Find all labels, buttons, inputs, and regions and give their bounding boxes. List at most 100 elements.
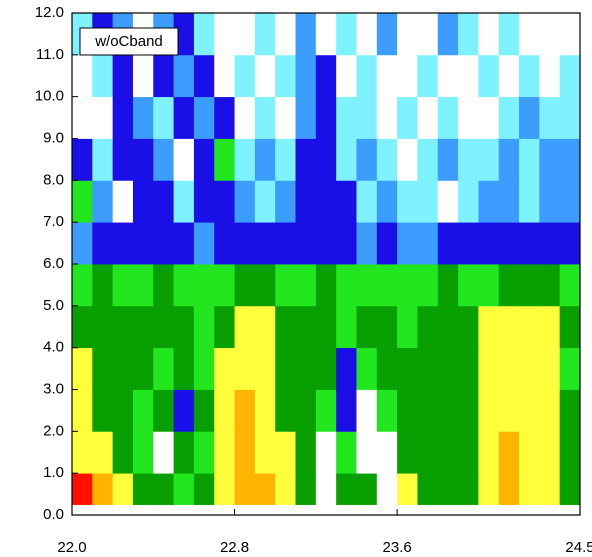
- contour-cell: [153, 264, 174, 307]
- contour-cell: [275, 305, 296, 349]
- x-tick-label: 24.5: [565, 539, 592, 556]
- contour-cell: [478, 222, 500, 265]
- contour-cell: [275, 138, 296, 181]
- contour-cell: [417, 264, 439, 307]
- contour-cell: [539, 138, 561, 181]
- y-tick-label: 9.0: [43, 129, 64, 146]
- contour-cell: [193, 473, 215, 505]
- y-tick-label: 5.0: [43, 297, 64, 314]
- contour-cell: [376, 138, 398, 181]
- contour-cell: [356, 180, 378, 223]
- contour-cell: [254, 347, 276, 390]
- contour-cell: [112, 264, 134, 307]
- contour-cell: [275, 13, 296, 56]
- contour-cell: [92, 96, 114, 139]
- contour-cell: [458, 431, 479, 474]
- contour-cell: [295, 138, 317, 181]
- y-tick-label: 8.0: [43, 171, 64, 188]
- contour-cell: [92, 222, 114, 265]
- contour-cell: [539, 96, 561, 139]
- contour-cell: [498, 138, 520, 181]
- contour-cell: [539, 180, 561, 223]
- contour-cell: [356, 264, 378, 307]
- contour-cell: [519, 389, 540, 432]
- contour-cell: [315, 473, 337, 505]
- contour-cell: [214, 13, 235, 56]
- contour-cell: [315, 222, 337, 265]
- contour-cell: [559, 13, 581, 56]
- contour-cell: [254, 431, 276, 474]
- contour-cell: [72, 347, 93, 390]
- contour-cell: [173, 13, 195, 56]
- contour-cell: [234, 264, 256, 307]
- contour-cell: [336, 347, 357, 390]
- contour-cell: [376, 473, 398, 505]
- contour-cell: [498, 13, 520, 56]
- contour-cell: [458, 305, 479, 349]
- contour-cell: [112, 54, 134, 98]
- contour-cell: [214, 431, 235, 474]
- contour-cell: [72, 96, 93, 139]
- contour-cell: [132, 180, 154, 223]
- contour-cell: [153, 473, 174, 505]
- contour-cell: [315, 138, 337, 181]
- contour-cell: [254, 96, 276, 139]
- contour-cell: [153, 54, 174, 98]
- contour-cell: [173, 180, 195, 223]
- contour-cell: [234, 96, 256, 139]
- contour-cell: [254, 13, 276, 56]
- contour-cell: [173, 473, 195, 505]
- contour-cell: [478, 180, 500, 223]
- contour-cell: [458, 54, 479, 98]
- contour-cell: [417, 13, 439, 56]
- contour-cell: [356, 13, 378, 56]
- contour-cell: [295, 180, 317, 223]
- contour-cell: [539, 54, 561, 98]
- contour-cell: [153, 222, 174, 265]
- contour-cell: [356, 138, 378, 181]
- contour-cell: [315, 13, 337, 56]
- contour-cell: [173, 431, 195, 474]
- contour-cell: [295, 96, 317, 139]
- contour-cell: [275, 431, 296, 474]
- contour-cell: [376, 305, 398, 349]
- contour-cell: [214, 96, 235, 139]
- contour-cell: [397, 264, 418, 307]
- contour-cell: [315, 264, 337, 307]
- contour-cell: [498, 264, 520, 307]
- contour-cell: [153, 431, 174, 474]
- contour-cell: [458, 138, 479, 181]
- contour-cell: [315, 305, 337, 349]
- contour-cell: [336, 389, 357, 432]
- contour-cell: [356, 96, 378, 139]
- contour-cell: [397, 305, 418, 349]
- contour-cell: [173, 347, 195, 390]
- contour-cell: [234, 389, 256, 432]
- contour-cell: [112, 305, 134, 349]
- contour-cell: [112, 222, 134, 265]
- contour-cell: [193, 138, 215, 181]
- contour-cell: [214, 180, 235, 223]
- contour-cell: [295, 264, 317, 307]
- contour-cell: [295, 305, 317, 349]
- contour-cell: [397, 138, 418, 181]
- contour-cell: [214, 264, 235, 307]
- contour-cell: [498, 180, 520, 223]
- contour-cell: [112, 180, 134, 223]
- contour-cell: [539, 305, 561, 349]
- contour-cell: [376, 222, 398, 265]
- contour-cell: [153, 96, 174, 139]
- contour-cell: [417, 96, 439, 139]
- contour-cell: [214, 54, 235, 98]
- contour-cell: [458, 389, 479, 432]
- contour-cell: [275, 222, 296, 265]
- contour-cell: [498, 54, 520, 98]
- contour-cell: [458, 180, 479, 223]
- contour-cell: [478, 473, 500, 505]
- contour-cell: [295, 389, 317, 432]
- contour-cell: [275, 96, 296, 139]
- contour-cell: [92, 54, 114, 98]
- annotation: w/oCband: [94, 33, 163, 50]
- contour-cell: [519, 305, 540, 349]
- contour-cell: [275, 389, 296, 432]
